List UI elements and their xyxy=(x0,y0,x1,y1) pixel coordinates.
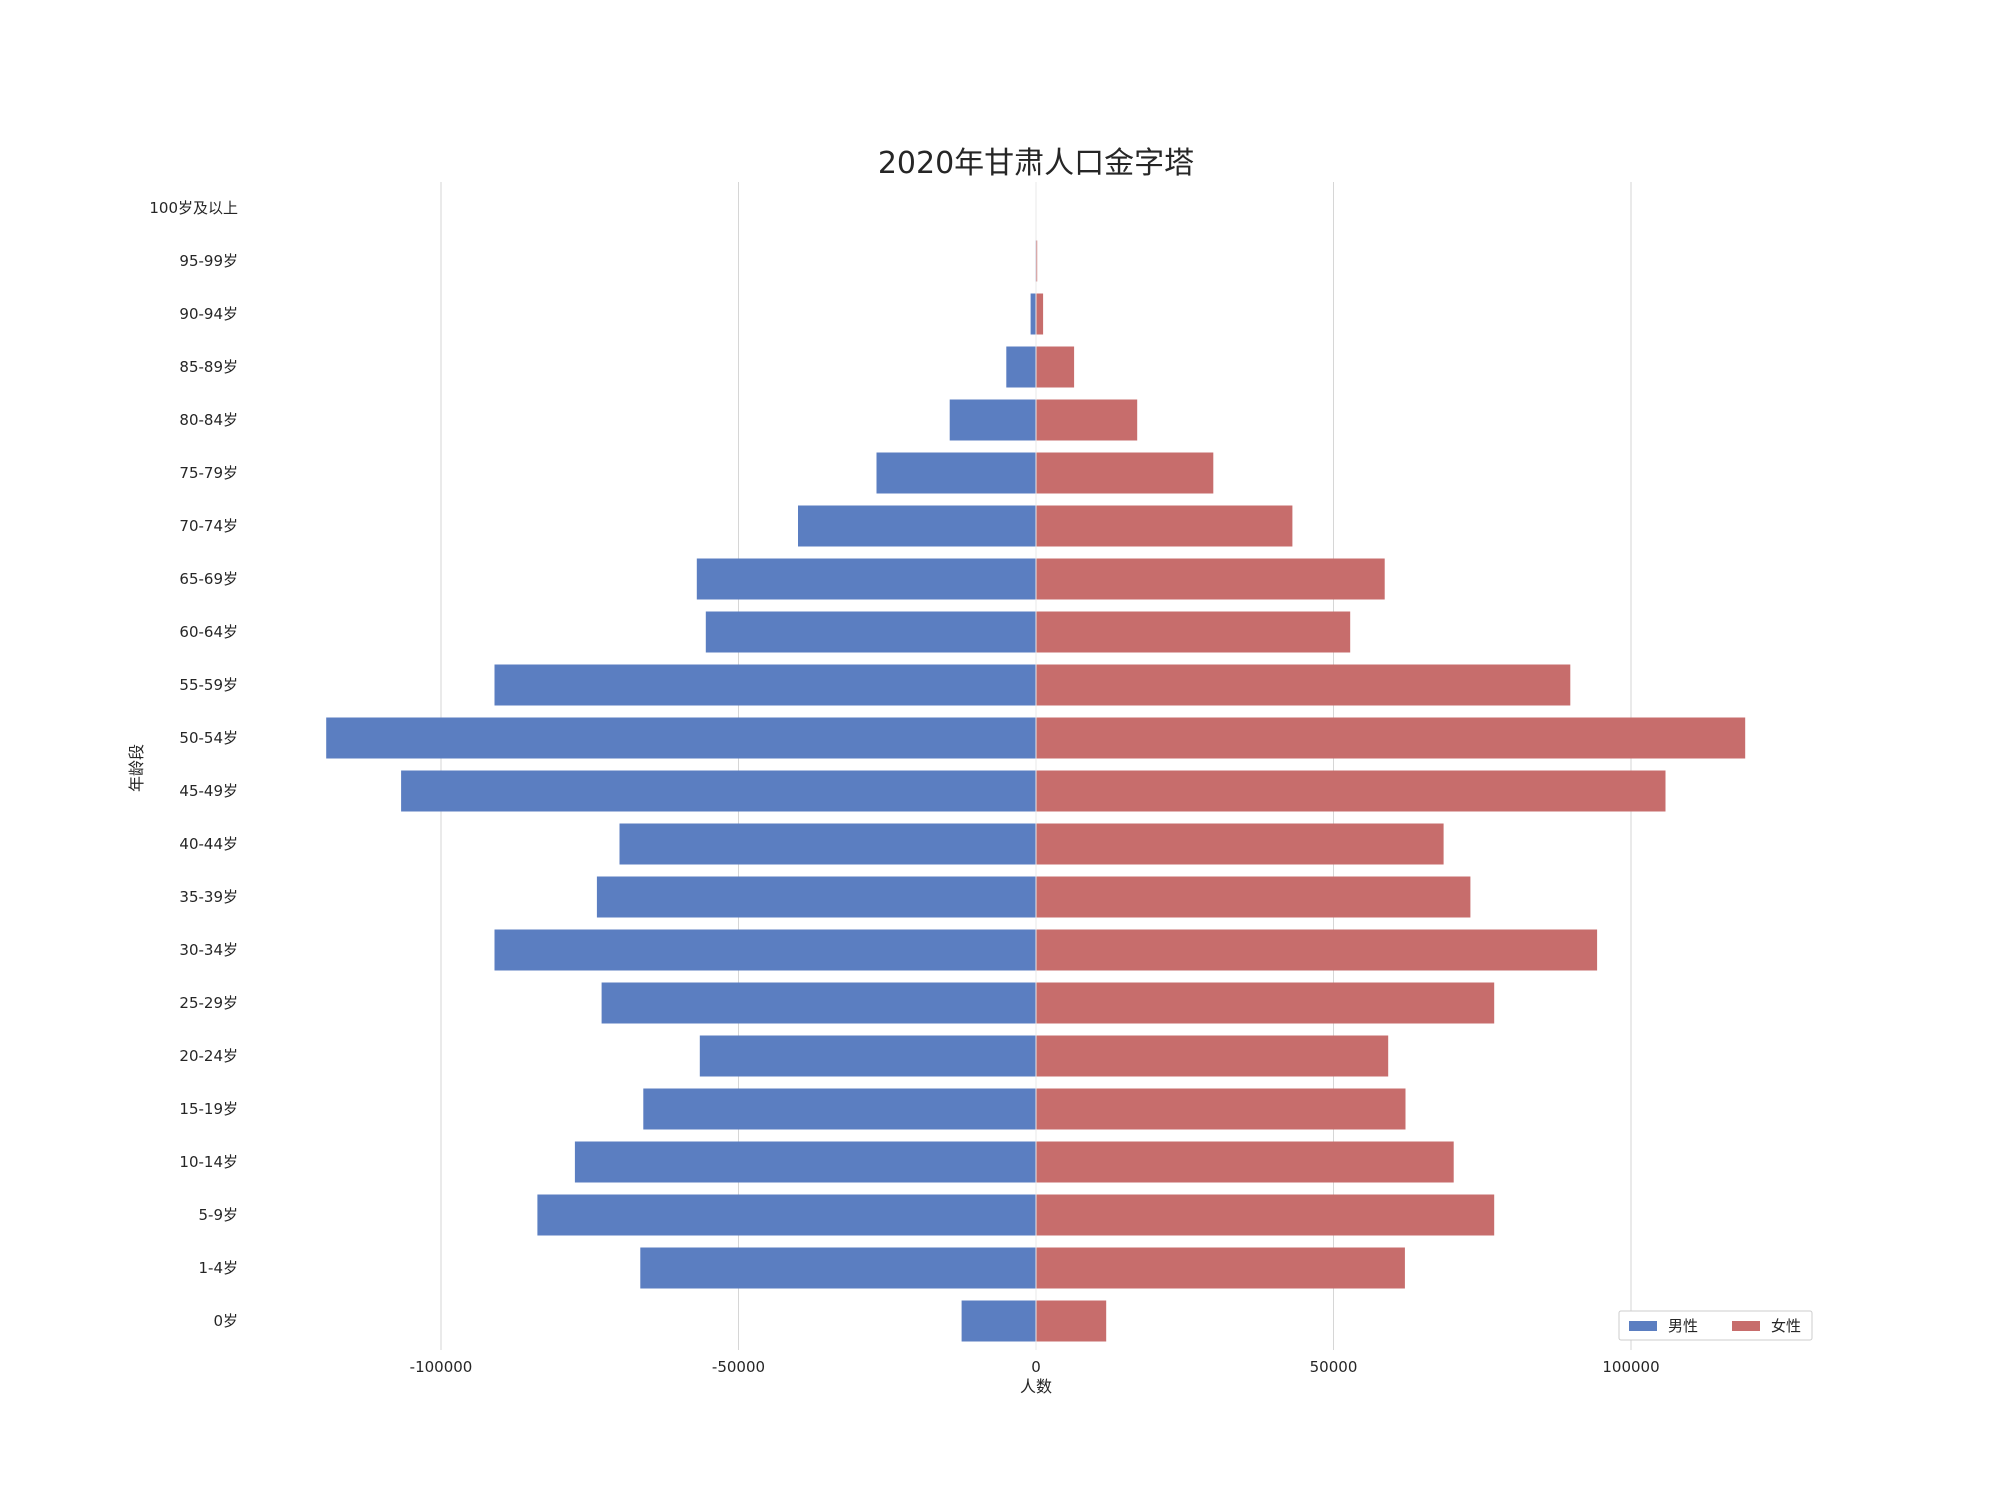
x-tick-label: -100000 xyxy=(410,1358,473,1376)
y-tick-label: 85-89岁 xyxy=(179,358,238,376)
bar-female xyxy=(1036,770,1666,812)
bar-male xyxy=(696,558,1036,600)
legend-swatch-male xyxy=(1629,1321,1657,1331)
bar-female xyxy=(1036,293,1044,335)
y-tick-label: 0岁 xyxy=(213,1312,238,1330)
x-tick-label: 50000 xyxy=(1310,1358,1358,1376)
bar-male xyxy=(401,770,1037,812)
y-tick-label: 90-94岁 xyxy=(179,305,238,323)
y-tick-label: 40-44岁 xyxy=(179,835,238,853)
y-tick-label: 15-19岁 xyxy=(179,1100,238,1118)
y-tick-label: 20-24岁 xyxy=(179,1047,238,1065)
bar-male xyxy=(1006,346,1037,388)
bar-female xyxy=(1036,346,1075,388)
x-tick-labels: -100000 -50000 0 50000 100000 xyxy=(410,1358,1660,1376)
legend: 男性 女性 xyxy=(1618,1310,1813,1341)
y-tick-label: 70-74岁 xyxy=(179,517,238,535)
bar-male xyxy=(961,1300,1036,1342)
x-tick-label: -50000 xyxy=(712,1358,765,1376)
bar-female xyxy=(1036,717,1746,759)
x-axis-label: 人数 xyxy=(1020,1377,1052,1396)
y-tick-label: 35-39岁 xyxy=(179,888,238,906)
y-tick-labels: 0岁 1-4岁 5-9岁 10-14岁 15-19岁 20-24岁 25-29岁 30-34岁… xyxy=(149,199,238,1330)
bar-male xyxy=(596,876,1036,918)
bar-female xyxy=(1036,982,1495,1024)
bar-male xyxy=(494,929,1036,971)
bar-female xyxy=(1036,1141,1454,1183)
legend-frame xyxy=(1618,1310,1813,1341)
bar-female xyxy=(1036,1300,1107,1342)
bar-female xyxy=(1036,1088,1406,1130)
y-tick-label: 60-64岁 xyxy=(179,623,238,641)
bar-female xyxy=(1036,1035,1389,1077)
bar-female xyxy=(1036,1194,1495,1236)
bar-male xyxy=(640,1247,1036,1289)
chart-title: 2020年甘肃人口金字塔 xyxy=(878,146,1194,181)
bars xyxy=(326,182,1746,1350)
x-tick-label: 0 xyxy=(1031,1358,1041,1376)
y-tick-label: 95-99岁 xyxy=(179,252,238,270)
bar-male xyxy=(699,1035,1036,1077)
bar-male xyxy=(876,452,1036,494)
bar-male xyxy=(326,717,1036,759)
y-tick-label: 100岁及以上 xyxy=(149,199,238,217)
bar-male xyxy=(601,982,1036,1024)
bar-female xyxy=(1036,664,1571,706)
bar-female xyxy=(1036,929,1598,971)
bar-male xyxy=(1030,293,1036,335)
bar-male xyxy=(705,611,1036,653)
y-tick-label: 65-69岁 xyxy=(179,570,238,588)
y-tick-label: 25-29岁 xyxy=(179,994,238,1012)
legend-label-male: 男性 xyxy=(1668,1317,1698,1335)
y-tick-label: 30-34岁 xyxy=(179,941,238,959)
y-tick-label: 75-79岁 xyxy=(179,464,238,482)
bar-female xyxy=(1036,452,1214,494)
y-tick-label: 1-4岁 xyxy=(199,1259,239,1277)
bar-male xyxy=(643,1088,1036,1130)
y-tick-label: 50-54岁 xyxy=(179,729,238,747)
bar-male xyxy=(798,505,1036,547)
bar-female xyxy=(1036,823,1444,865)
bar-female xyxy=(1036,1247,1405,1289)
bar-male xyxy=(537,1194,1036,1236)
x-tick-label: 100000 xyxy=(1602,1358,1659,1376)
y-tick-label: 80-84岁 xyxy=(179,411,238,429)
bar-female xyxy=(1036,240,1038,282)
y-tick-label: 55-59岁 xyxy=(179,676,238,694)
bar-female xyxy=(1036,611,1351,653)
y-axis-label: 年龄段 xyxy=(127,744,146,792)
y-tick-label: 5-9岁 xyxy=(199,1206,239,1224)
bar-male xyxy=(949,399,1036,441)
bar-male xyxy=(619,823,1036,865)
bar-female xyxy=(1036,399,1138,441)
bar-female xyxy=(1036,505,1293,547)
y-tick-label: 45-49岁 xyxy=(179,782,238,800)
bar-male xyxy=(574,1141,1036,1183)
legend-label-female: 女性 xyxy=(1771,1317,1801,1335)
bar-female xyxy=(1036,876,1471,918)
bar-female xyxy=(1036,558,1385,600)
legend-swatch-female xyxy=(1732,1321,1760,1331)
bar-male xyxy=(494,664,1036,706)
y-tick-label: 10-14岁 xyxy=(179,1153,238,1171)
